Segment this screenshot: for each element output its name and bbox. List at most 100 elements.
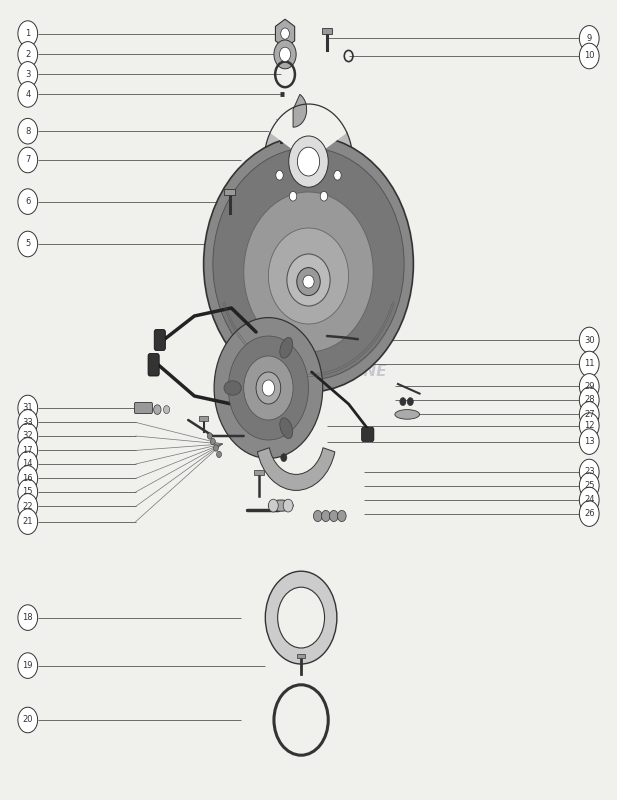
Circle shape	[320, 191, 328, 201]
Circle shape	[18, 395, 38, 421]
Circle shape	[18, 605, 38, 630]
Circle shape	[207, 433, 212, 439]
Circle shape	[18, 479, 38, 505]
Circle shape	[18, 653, 38, 678]
Circle shape	[579, 374, 599, 399]
Text: 6: 6	[25, 197, 30, 206]
Circle shape	[297, 147, 320, 176]
Text: 2: 2	[25, 50, 30, 59]
Circle shape	[18, 82, 38, 107]
Circle shape	[579, 429, 599, 454]
Text: 5: 5	[25, 239, 30, 249]
Text: 25: 25	[584, 481, 595, 490]
Circle shape	[18, 62, 38, 87]
Text: 15: 15	[22, 487, 33, 497]
Ellipse shape	[395, 410, 420, 419]
Circle shape	[18, 118, 38, 144]
Circle shape	[579, 413, 599, 438]
Circle shape	[214, 318, 323, 458]
Text: 19: 19	[22, 661, 33, 670]
Text: 11: 11	[584, 359, 595, 369]
Circle shape	[280, 47, 291, 62]
Text: 3: 3	[25, 70, 30, 79]
Circle shape	[313, 510, 322, 522]
Circle shape	[329, 510, 338, 522]
Circle shape	[18, 494, 38, 519]
Circle shape	[281, 454, 287, 462]
Circle shape	[18, 147, 38, 173]
Circle shape	[217, 451, 222, 458]
Text: 8: 8	[25, 126, 30, 136]
Ellipse shape	[268, 228, 349, 324]
Circle shape	[228, 336, 308, 440]
Ellipse shape	[268, 500, 293, 511]
Circle shape	[18, 189, 38, 214]
Circle shape	[579, 402, 599, 427]
Circle shape	[154, 405, 161, 414]
Circle shape	[278, 587, 325, 648]
Circle shape	[18, 707, 38, 733]
Circle shape	[400, 398, 406, 406]
Circle shape	[18, 466, 38, 491]
Circle shape	[18, 509, 38, 534]
Circle shape	[579, 501, 599, 526]
Text: 27: 27	[584, 410, 595, 419]
Circle shape	[164, 406, 170, 414]
Text: 24: 24	[584, 495, 595, 505]
Circle shape	[283, 499, 293, 512]
Text: 23: 23	[584, 467, 595, 477]
Circle shape	[579, 473, 599, 498]
Circle shape	[18, 423, 38, 449]
Bar	[276, 119, 286, 125]
Wedge shape	[293, 94, 307, 127]
Circle shape	[407, 398, 413, 406]
Circle shape	[18, 410, 38, 435]
Bar	[199, 416, 208, 421]
FancyBboxPatch shape	[154, 330, 165, 350]
Polygon shape	[275, 19, 295, 48]
Text: 33: 33	[22, 418, 33, 427]
Ellipse shape	[303, 275, 314, 288]
Text: 20: 20	[22, 715, 33, 725]
Bar	[322, 28, 332, 34]
Text: 29: 29	[584, 382, 595, 391]
Ellipse shape	[280, 418, 292, 438]
Circle shape	[579, 26, 599, 51]
Circle shape	[262, 380, 275, 396]
Circle shape	[256, 372, 281, 404]
Ellipse shape	[244, 192, 373, 352]
Text: 13: 13	[584, 437, 595, 446]
Wedge shape	[269, 102, 348, 162]
FancyBboxPatch shape	[135, 402, 152, 414]
Circle shape	[579, 43, 599, 69]
Circle shape	[18, 231, 38, 257]
Circle shape	[264, 104, 353, 219]
FancyBboxPatch shape	[362, 427, 374, 442]
Ellipse shape	[204, 136, 413, 392]
Circle shape	[289, 136, 328, 187]
FancyBboxPatch shape	[148, 354, 159, 376]
Bar	[297, 654, 305, 658]
Text: 14: 14	[22, 459, 33, 469]
Wedge shape	[257, 448, 335, 490]
Text: 31: 31	[22, 403, 33, 413]
Circle shape	[18, 451, 38, 477]
Ellipse shape	[297, 267, 320, 296]
Text: 7: 7	[25, 155, 30, 165]
Circle shape	[281, 28, 289, 39]
Circle shape	[265, 571, 337, 664]
Circle shape	[579, 327, 599, 353]
Text: CROWLEY MARINE: CROWLEY MARINE	[230, 365, 387, 379]
Ellipse shape	[213, 148, 404, 380]
Circle shape	[18, 42, 38, 67]
Circle shape	[18, 21, 38, 46]
Ellipse shape	[224, 381, 241, 395]
Text: 12: 12	[584, 421, 595, 430]
Text: 26: 26	[584, 509, 595, 518]
Text: 10: 10	[584, 51, 595, 61]
Text: 22: 22	[22, 502, 33, 511]
Bar	[224, 189, 235, 195]
Text: 4: 4	[25, 90, 30, 99]
Circle shape	[289, 191, 297, 201]
Text: 1: 1	[25, 29, 30, 38]
